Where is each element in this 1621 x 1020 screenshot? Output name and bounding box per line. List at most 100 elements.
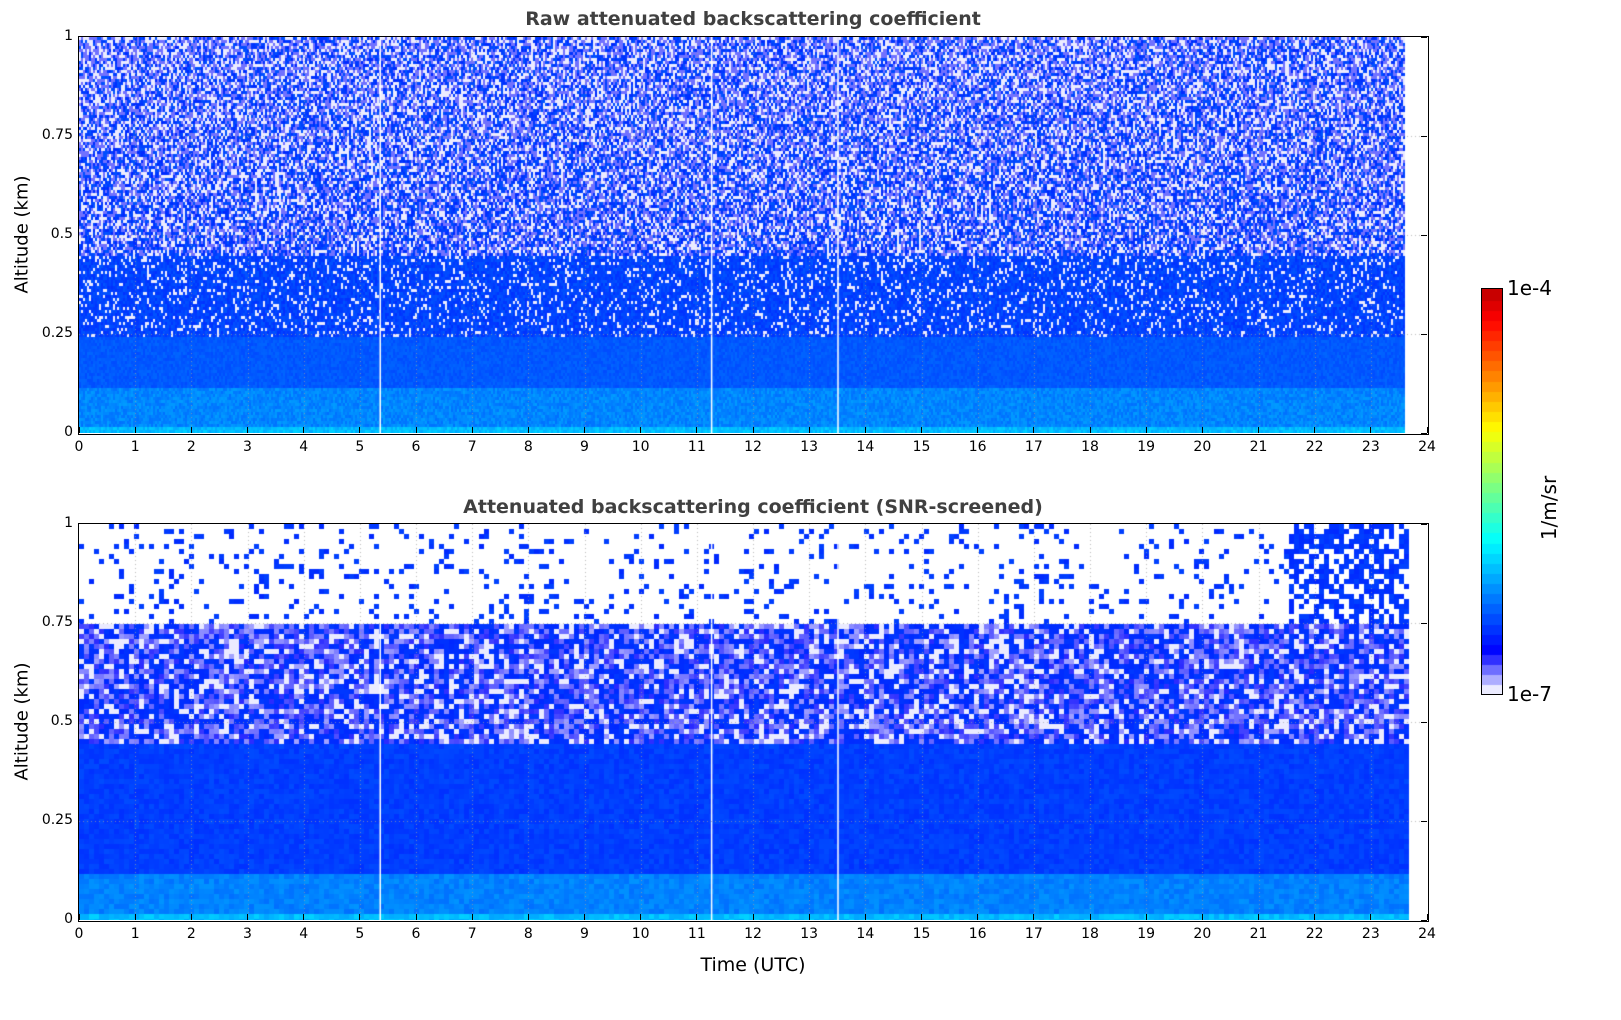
x-tick-label: 3 (243, 926, 252, 942)
x-tick-label: 13 (800, 926, 819, 942)
x-tick-mark (696, 427, 698, 433)
x-axis-label: Time (UTC) (700, 954, 806, 976)
x-tick-mark (921, 427, 922, 433)
x-tick-label: 20 (1193, 926, 1212, 942)
x-tick-label: 14 (856, 926, 875, 942)
y-tick-mark (1421, 36, 1427, 38)
x-tick-mark (190, 914, 192, 920)
x-tick-label: 11 (687, 926, 706, 942)
x-tick-label: 16 (968, 926, 987, 942)
x-tick-mark (864, 427, 866, 433)
x-tick-mark (247, 427, 248, 433)
colorbar-gradient (1481, 288, 1503, 695)
x-tick-mark (134, 427, 136, 433)
y-tick-label: 1 (64, 28, 73, 44)
x-tick-label: 21 (1249, 926, 1268, 942)
x-tick-label: 18 (1081, 439, 1099, 455)
x-tick-mark (415, 914, 417, 920)
x-tick-label: 15 (912, 926, 931, 942)
x-tick-mark (190, 427, 192, 433)
x-tick-mark (752, 427, 754, 433)
x-tick-label: 15 (912, 439, 931, 455)
colorbar-units-label: 1/m/sr (1537, 475, 1562, 541)
x-tick-label: 22 (1305, 439, 1324, 455)
x-tick-label: 22 (1305, 926, 1324, 942)
x-tick-label: 2 (186, 926, 196, 942)
x-tick-label: 5 (355, 926, 365, 942)
x-tick-label: 8 (523, 439, 533, 455)
y-tick-mark (1421, 333, 1427, 335)
x-tick-label: 10 (631, 926, 650, 942)
y-axis-label-screened: Altitude (km) (11, 662, 33, 781)
x-tick-label: 12 (744, 926, 762, 942)
x-tick-mark (921, 914, 922, 920)
x-tick-label: 23 (1361, 926, 1380, 942)
y-tick-label: 0 (64, 424, 73, 440)
x-tick-mark (471, 427, 473, 433)
x-tick-label: 4 (299, 439, 309, 455)
x-tick-label: 24 (1418, 926, 1436, 942)
y-tick-mark (1421, 523, 1427, 525)
x-tick-label: 17 (1024, 439, 1043, 455)
x-tick-mark (752, 914, 754, 920)
x-tick-label: 9 (580, 439, 589, 455)
x-tick-mark (1426, 914, 1428, 920)
chart-title-raw: Raw attenuated backscattering coefficien… (525, 8, 981, 30)
x-tick-mark (696, 914, 698, 920)
y-axis-label-raw: Altitude (km) (11, 175, 33, 294)
y-tick-mark (1421, 135, 1427, 137)
x-tick-mark (584, 914, 585, 920)
x-tick-label: 9 (580, 926, 589, 942)
x-tick-label: 12 (744, 439, 762, 455)
x-tick-label: 19 (1137, 926, 1156, 942)
x-tick-mark (640, 427, 642, 433)
x-tick-mark (1370, 427, 1372, 433)
x-tick-label: 14 (856, 439, 875, 455)
x-tick-mark (415, 427, 417, 433)
y-tick-label: 0.5 (50, 713, 73, 729)
x-tick-label: 20 (1193, 439, 1212, 455)
x-tick-mark (134, 914, 136, 920)
x-tick-label: 0 (74, 439, 84, 455)
x-tick-mark (1089, 914, 1091, 920)
x-tick-mark (1314, 914, 1316, 920)
x-tick-mark (1314, 427, 1316, 433)
x-tick-mark (977, 914, 979, 920)
x-tick-mark (1145, 914, 1147, 920)
y-tick-mark (1421, 234, 1427, 236)
y-tick-mark (1421, 820, 1427, 822)
x-tick-label: 13 (800, 439, 819, 455)
x-tick-label: 4 (299, 926, 309, 942)
x-tick-mark (1145, 427, 1147, 433)
x-tick-label: 17 (1024, 926, 1043, 942)
x-tick-mark (864, 914, 866, 920)
x-tick-label: 2 (186, 439, 196, 455)
x-tick-label: 1 (130, 926, 140, 942)
x-tick-label: 10 (631, 439, 650, 455)
x-tick-label: 21 (1249, 439, 1268, 455)
x-tick-mark (303, 914, 305, 920)
x-tick-label: 6 (411, 439, 421, 455)
x-tick-label: 19 (1137, 439, 1156, 455)
x-tick-mark (808, 914, 810, 920)
y-tick-label: 0.75 (41, 127, 73, 143)
heatmap-raw (79, 37, 1427, 433)
x-tick-mark (584, 427, 585, 433)
x-tick-label: 5 (355, 439, 365, 455)
y-tick-mark (1421, 919, 1427, 921)
x-tick-mark (247, 914, 248, 920)
x-tick-label: 3 (243, 439, 252, 455)
y-tick-label: 0.25 (41, 812, 73, 828)
x-tick-label: 7 (467, 926, 477, 942)
x-tick-mark (78, 427, 80, 433)
y-tick-label: 1 (64, 515, 73, 531)
y-tick-mark (1421, 622, 1427, 624)
colorbar-min-label: 1e-7 (1507, 682, 1552, 706)
x-tick-mark (359, 427, 361, 433)
heatmap-screened (79, 524, 1427, 920)
y-tick-label: 0.5 (50, 226, 73, 242)
x-tick-mark (640, 914, 642, 920)
x-tick-mark (1089, 427, 1091, 433)
x-tick-mark (1258, 914, 1259, 920)
x-tick-mark (1258, 427, 1259, 433)
